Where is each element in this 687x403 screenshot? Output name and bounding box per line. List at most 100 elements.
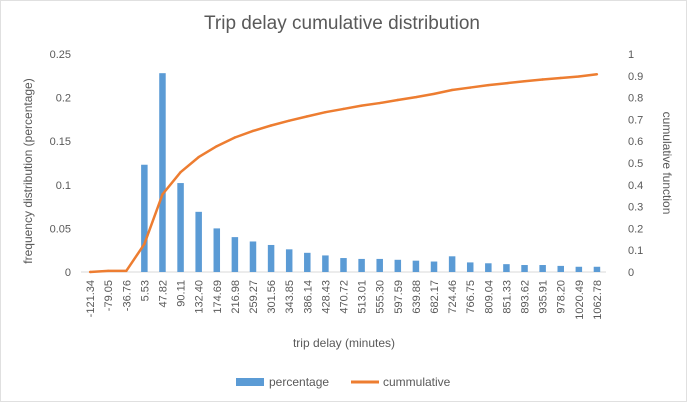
legend: percentage cummulative xyxy=(236,375,451,389)
y2-tick-label: 0.4 xyxy=(628,180,643,192)
cumulative-point xyxy=(577,75,581,78)
x-tick-label: 893.62 xyxy=(520,280,532,314)
plot-area: 0 0.05 0.1 0.15 0.2 0.25 0 0.1 0.2 0.3 0.4 0.5 0.6 0.… xyxy=(50,49,644,320)
y-tick-label: 0.2 xyxy=(56,93,71,105)
x-tick-label: 259.27 xyxy=(248,280,260,314)
x-tick-label: 978.20 xyxy=(556,280,568,314)
y2-tick-label: 0.1 xyxy=(628,245,643,257)
x-tick-label: 513.01 xyxy=(357,280,369,314)
cumulative-point xyxy=(414,95,418,99)
legend-swatch-percentage xyxy=(236,378,264,386)
cumulative-point xyxy=(523,80,526,83)
x-tick-label: 47.82 xyxy=(157,280,169,308)
bar xyxy=(340,258,347,272)
cumulative-point xyxy=(360,104,363,107)
x-axis-title: trip delay (minutes) xyxy=(293,336,395,350)
cumulative-point xyxy=(559,76,562,80)
y-tick-label: 0.1 xyxy=(56,180,71,192)
x-tick-label: -79.05 xyxy=(103,280,115,311)
bar xyxy=(430,261,438,272)
x-tick-label: 174.69 xyxy=(212,280,224,314)
y-tick-label: 0.15 xyxy=(50,136,71,148)
bar xyxy=(322,255,329,272)
bar xyxy=(141,164,148,272)
y2-tick-label: 0 xyxy=(628,267,634,279)
bar xyxy=(195,211,202,272)
bar xyxy=(412,260,420,272)
bar xyxy=(358,258,365,272)
cumulative-point xyxy=(396,98,400,102)
x-tick-label: 851.33 xyxy=(501,280,513,314)
cumulative-point xyxy=(487,83,490,87)
cumulative-point xyxy=(450,88,454,92)
x-tick-label: 5.53 xyxy=(139,280,151,301)
x-tick-label: 639.88 xyxy=(411,280,423,314)
cumulative-point xyxy=(595,73,599,76)
cumulative-point xyxy=(469,86,472,89)
x-tick-label: 809.04 xyxy=(483,280,495,314)
x-tick-label: 935.91 xyxy=(538,280,550,314)
cumulative-point xyxy=(233,136,237,139)
cumulative-point xyxy=(143,242,146,246)
x-tick-label: 724.46 xyxy=(447,280,459,314)
x-tick-label: 386.14 xyxy=(302,280,314,314)
bar xyxy=(249,241,257,272)
y-tick-label: 0.05 xyxy=(50,223,71,235)
cumulative-point xyxy=(179,170,182,174)
y2-tick-label: 1 xyxy=(628,49,634,61)
bar xyxy=(485,263,492,272)
bar xyxy=(231,237,239,272)
cumulative-point xyxy=(541,78,544,81)
y2-tick-label: 0.3 xyxy=(628,202,643,214)
bar xyxy=(159,73,166,273)
legend-label-cummulative: cummulative xyxy=(383,375,451,389)
y-tick-label: 0.25 xyxy=(50,49,71,61)
bar xyxy=(285,249,293,272)
cumulative-point xyxy=(215,145,218,148)
cumulative-point xyxy=(161,193,164,196)
x-tick-label: 343.85 xyxy=(284,280,296,314)
bar xyxy=(394,259,402,272)
x-tick-label: 90.11 xyxy=(176,280,188,307)
y2-tick-label: 0.6 xyxy=(628,136,643,148)
y-axis-title: frequency distribution (percentage) xyxy=(21,78,35,263)
bar xyxy=(466,262,474,272)
bar xyxy=(575,266,583,272)
cumulative-point xyxy=(125,269,128,273)
y2-tick-label: 0.7 xyxy=(628,114,643,126)
x-tick-label: 1062.78 xyxy=(592,280,604,320)
cumulative-point xyxy=(505,82,508,85)
cumulative-point xyxy=(197,155,200,159)
bar xyxy=(267,244,275,272)
y2-axis-title: cumulative function xyxy=(660,112,674,215)
y2-tick-label: 0.8 xyxy=(628,93,643,105)
chart-title: Trip delay cumulative distribution xyxy=(204,13,480,34)
cumulative-point xyxy=(432,92,436,96)
x-tick-label: 766.75 xyxy=(465,280,477,314)
x-tick-label: 428.43 xyxy=(320,280,332,314)
bar xyxy=(448,256,456,272)
y-tick-label: 0 xyxy=(65,267,71,279)
x-tick-label: 597.59 xyxy=(393,280,405,314)
bar xyxy=(304,252,311,272)
bar xyxy=(503,264,510,272)
x-tick-label: -36.76 xyxy=(121,280,133,311)
x-tick-label: 132.40 xyxy=(194,280,206,314)
cumulative-point xyxy=(88,270,92,274)
cumulative-line xyxy=(89,73,598,274)
bar xyxy=(376,258,383,272)
x-tick-label: 555.30 xyxy=(375,280,387,314)
cumulative-point xyxy=(306,115,309,118)
cumulative-point xyxy=(287,119,291,122)
x-tick-label: 1020.49 xyxy=(574,280,586,320)
cumulative-point xyxy=(378,101,381,105)
cumulative-point xyxy=(342,107,345,111)
y2-tick-label: 0.2 xyxy=(628,223,643,235)
bar xyxy=(557,265,564,272)
x-tick-label: 216.98 xyxy=(230,280,242,314)
cumulative-point xyxy=(251,129,255,133)
legend-label-percentage: percentage xyxy=(269,375,329,389)
bar xyxy=(521,265,528,272)
